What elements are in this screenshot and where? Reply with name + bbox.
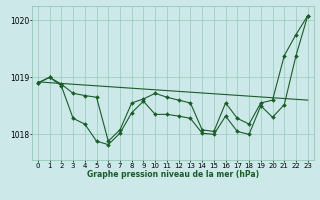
X-axis label: Graphe pression niveau de la mer (hPa): Graphe pression niveau de la mer (hPa) bbox=[87, 170, 259, 179]
